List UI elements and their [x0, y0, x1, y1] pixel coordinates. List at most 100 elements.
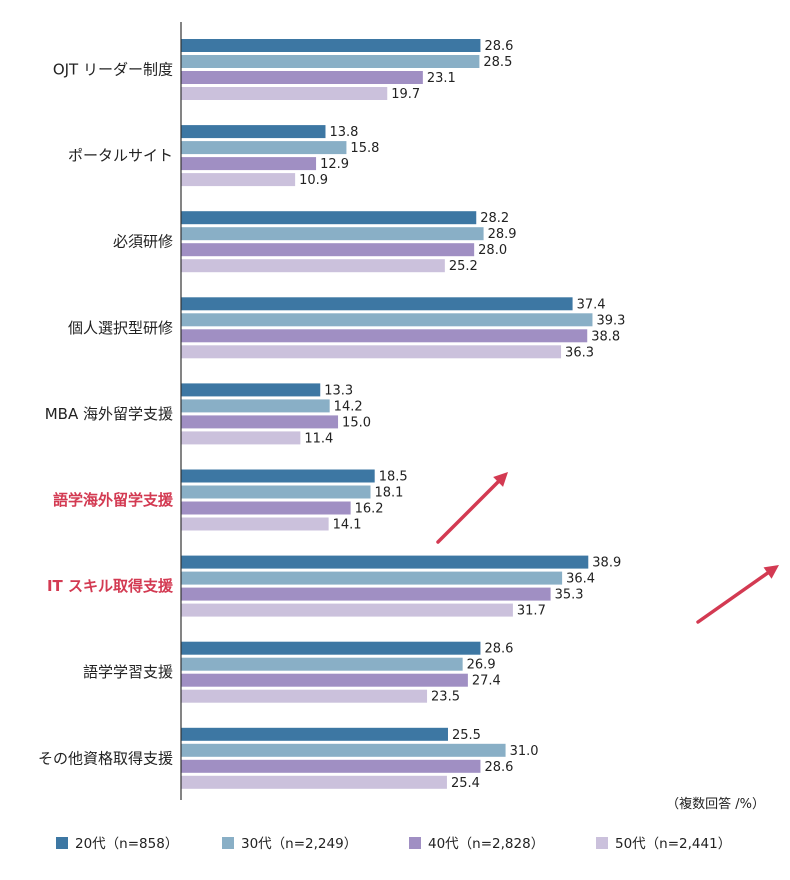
data-label: 23.1 [427, 71, 456, 86]
legend-label: 30代（n=2,249） [241, 836, 357, 852]
data-label: 38.8 [591, 329, 620, 344]
data-label: 28.6 [484, 642, 513, 657]
legend-swatch [56, 837, 68, 849]
bar-2-cat-5 [181, 399, 330, 413]
bar-1-cat-7 [181, 555, 589, 569]
legend-swatch [596, 837, 608, 849]
category-group-3: 必須研修 28.228.928.025.2 [113, 211, 517, 274]
data-label: 14.2 [334, 399, 363, 414]
legend-label: 40代（n=2,828） [428, 836, 544, 852]
data-label: 36.4 [566, 572, 595, 587]
category-group-6: 語学海外留学支援 18.518.116.214.1 [53, 469, 408, 533]
data-label: 38.9 [592, 556, 621, 571]
data-label: 25.5 [452, 728, 481, 743]
unit-note: （複数回答 /%） [666, 796, 765, 812]
category-group-1: OJT リーダー制度 28.628.5 23.1 19.7 [53, 39, 513, 102]
trend-up-arrow-icon [436, 472, 508, 544]
data-label: 39.3 [596, 313, 625, 328]
bar-4-cat-4 [181, 345, 562, 359]
bar-1-cat-4 [181, 297, 573, 311]
data-label: 18.1 [375, 486, 404, 501]
data-label: 13.3 [324, 383, 353, 398]
category-group-7: IT スキル取得支援 38.936.435.3 31.7 [47, 555, 621, 619]
category-group-4: 個人選択型研修 37.439.338.836.3 [68, 297, 625, 360]
bar-3-cat-1 [181, 71, 423, 84]
bar-1-cat-1 [181, 39, 481, 52]
data-label: 15.8 [350, 141, 379, 156]
bar-2-cat-3 [181, 227, 484, 241]
data-label: 15.0 [342, 415, 371, 430]
bar-4-cat-7 [181, 603, 513, 617]
data-label: 28.9 [488, 227, 517, 242]
bar-2-cat-2 [181, 141, 347, 155]
bar-3-cat-6 [181, 501, 351, 515]
category-label: ポータルサイト [68, 147, 173, 165]
data-label: 28.6 [484, 39, 513, 54]
data-label: 37.4 [577, 297, 606, 312]
category-label: 語学海外留学支援 [53, 491, 174, 509]
bar-3-cat-4 [181, 329, 588, 343]
legend-item-1: 20代（n=858） [56, 836, 178, 852]
data-label: 19.7 [391, 87, 420, 102]
legend-swatch [409, 837, 421, 849]
data-label: 28.5 [483, 55, 512, 70]
bar-2-cat-8 [181, 657, 463, 671]
bar-3-cat-8 [181, 673, 468, 687]
data-label: 25.4 [451, 776, 480, 791]
legend-swatch [222, 837, 234, 849]
bar-3-cat-5 [181, 415, 339, 429]
bar-3-cat-9 [181, 759, 481, 773]
bar-1-cat-8 [181, 641, 481, 655]
legend-item-4: 50代（n=2,441） [596, 836, 731, 852]
arrow-shaft [696, 571, 770, 624]
trend-up-arrow-icon [696, 565, 779, 624]
data-label: 18.5 [379, 470, 408, 485]
legend-item-3: 40代（n=2,828） [409, 836, 544, 852]
category-label: MBA 海外留学支援 [45, 405, 173, 423]
bar-2-cat-6 [181, 485, 371, 499]
data-label: 23.5 [431, 690, 460, 705]
bar-3-cat-2 [181, 157, 317, 171]
bar-3-cat-3 [181, 243, 475, 257]
data-label: 31.0 [510, 744, 539, 759]
data-label: 13.8 [329, 125, 358, 140]
arrow-shaft [436, 480, 500, 544]
category-label: 語学学習支援 [83, 663, 173, 681]
bar-4-cat-8 [181, 689, 428, 703]
category-label: 必須研修 [113, 233, 173, 251]
bar-4-cat-5 [181, 431, 301, 445]
legend-label: 50代（n=2,441） [615, 836, 731, 852]
bar-1-cat-9 [181, 727, 448, 741]
bar-4-cat-2 [181, 173, 296, 187]
legend-label: 20代（n=858） [75, 836, 178, 852]
data-label: 14.1 [333, 518, 362, 533]
category-group-8: 語学学習支援 28.626.927.4 23.5 [83, 641, 513, 705]
arrow-head [763, 565, 779, 579]
data-label: 28.0 [478, 243, 507, 258]
data-label: 16.2 [355, 502, 384, 517]
bar-3-cat-7 [181, 587, 551, 601]
bar-2-cat-9 [181, 743, 506, 757]
bar-4-cat-9 [181, 775, 447, 789]
arrow-head [493, 472, 508, 487]
category-label: その他資格取得支援 [38, 749, 173, 767]
category-label: 個人選択型研修 [68, 319, 173, 337]
data-label: 12.9 [320, 157, 349, 172]
bar-2-cat-1 [181, 55, 480, 68]
category-group-5: MBA 海外留学支援 13.314.215.0 11.4 [45, 383, 371, 446]
data-label: 36.3 [565, 345, 594, 360]
data-label: 27.4 [472, 674, 501, 689]
data-label: 28.2 [480, 211, 509, 226]
category-label: OJT リーダー制度 [53, 61, 173, 79]
legend-item-2: 30代（n=2,249） [222, 836, 357, 852]
data-label: 11.4 [304, 431, 333, 446]
bar-4-cat-6 [181, 517, 329, 531]
bar-1-cat-5 [181, 383, 321, 397]
data-label: 26.9 [467, 658, 496, 673]
bar-4-cat-3 [181, 259, 445, 273]
bar-1-cat-6 [181, 469, 375, 483]
category-group-9: その他資格取得支援 25.5 31.028.6 25.4 [38, 727, 539, 791]
bar-4-cat-1 [181, 87, 388, 100]
